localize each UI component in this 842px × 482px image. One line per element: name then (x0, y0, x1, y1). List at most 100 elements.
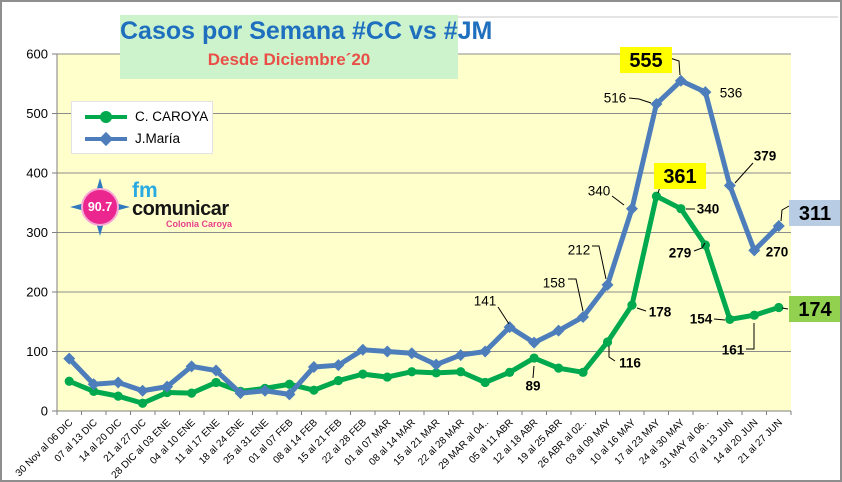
legend-label-caroya: C. CAROYA (135, 109, 209, 124)
data-point-j-mar-a (430, 358, 443, 371)
data-point-c-caroya (138, 398, 148, 408)
annotation-label: 116 (619, 356, 641, 371)
data-point-j-mar-a (723, 179, 736, 192)
annotation-label: 141 (474, 294, 497, 309)
data-point-j-mar-a (479, 345, 492, 358)
y-axis-label: 600 (26, 47, 48, 62)
data-point-j-mar-a (748, 244, 761, 257)
annotation-leader (734, 162, 754, 184)
legend-line-caroya (85, 110, 127, 123)
logo-brand-text: comunicar (132, 198, 229, 220)
annotation-label: 555 (629, 50, 662, 72)
legend-line-jmaria (85, 131, 127, 146)
annotation-label: 212 (568, 243, 591, 258)
annotation-label: 279 (669, 246, 692, 261)
data-point-j-mar-a (234, 387, 247, 400)
data-point-c-caroya (211, 377, 221, 388)
data-point-c-caroya (627, 300, 637, 310)
annotation-highlight (789, 200, 840, 226)
data-point-j-mar-a (503, 321, 516, 334)
legend: C. CAROYA J.María (71, 101, 213, 154)
data-point-c-caroya (333, 376, 343, 386)
data-point-c-caroya (358, 369, 368, 379)
data-point-j-mar-a (356, 343, 369, 356)
data-point-c-caroya (456, 367, 466, 377)
y-axis-label: 500 (26, 106, 48, 121)
annotation-label: 270 (766, 245, 789, 260)
data-point-c-caroya (725, 314, 735, 324)
annotation-label: 340 (697, 202, 720, 217)
annotation-leader (532, 365, 535, 379)
logo-city-text: Colonia Caroya (165, 219, 232, 229)
annotation-label: 161 (722, 343, 745, 358)
legend-label-jmaria: J.María (135, 131, 181, 146)
annotation-leader (608, 346, 616, 362)
data-point-j-mar-a (577, 310, 590, 323)
annotation-leader (669, 57, 681, 76)
data-point-j-mar-a (258, 384, 271, 397)
data-point-j-mar-a (650, 97, 663, 110)
legend-item-caroya: C. CAROYA (85, 109, 212, 124)
data-point-j-mar-a (136, 384, 149, 397)
data-point-j-mar-a (601, 278, 614, 291)
data-point-c-caroya (529, 353, 539, 363)
annotation-label: 516 (604, 91, 627, 106)
logo-wordmark: fm comunicar Colonia Caroya (132, 179, 232, 229)
data-point-c-caroya (186, 388, 197, 398)
data-point-j-mar-a (283, 388, 296, 401)
annotation-leader (636, 307, 647, 312)
data-point-j-mar-a (185, 360, 198, 373)
annotation-leader (497, 306, 510, 325)
annotation-leader (780, 205, 790, 222)
annotation-label: 379 (754, 149, 777, 164)
data-point-j-mar-a (332, 359, 345, 372)
annotation-leader (693, 242, 706, 252)
data-point-j-mar-a (381, 345, 394, 358)
data-point-j-mar-a (405, 347, 418, 360)
circle-marker-icon (100, 110, 112, 123)
chart-title-block: Casos por Semana #CC vs #JM Desde Diciem… (120, 15, 493, 79)
annotation-leader (628, 97, 652, 104)
annotation-label: 89 (525, 379, 540, 394)
data-point-j-mar-a (699, 86, 712, 99)
data-point-c-caroya (89, 386, 99, 396)
data-point-c-caroya (407, 367, 417, 377)
annotation-label: 174 (798, 299, 832, 321)
annotation-label: 361 (663, 166, 696, 188)
annotation-highlight (654, 163, 706, 189)
data-point-c-caroya (676, 204, 686, 214)
annotation-leader (713, 318, 726, 321)
series-line-j-mar-a (67, 78, 781, 397)
data-point-c-caroya (602, 337, 613, 347)
data-point-j-mar-a (674, 74, 687, 87)
logo-fm-text: fm (132, 179, 158, 202)
data-point-j-mar-a (210, 364, 223, 377)
data-point-j-mar-a (112, 376, 125, 389)
data-point-c-caroya (578, 367, 588, 377)
annotation-highlight (620, 47, 672, 73)
data-point-j-mar-a (528, 336, 541, 349)
data-point-c-caroya (774, 302, 784, 313)
frequency-badge: 90.7 (81, 188, 119, 226)
data-point-c-caroya (651, 191, 662, 201)
chart-subtitle: Desde Diciembre´20 (207, 50, 371, 69)
annotation-leader (611, 195, 625, 206)
y-axis-label: 400 (26, 166, 48, 181)
data-point-c-caroya (480, 377, 490, 388)
data-point-j-mar-a (307, 360, 320, 373)
data-point-c-caroya (505, 367, 515, 377)
y-axis-label: 200 (26, 285, 48, 300)
annotation-highlight (789, 296, 840, 322)
annotation-leader (746, 323, 755, 350)
data-point-j-mar-a (161, 380, 174, 393)
data-point-c-caroya (113, 391, 123, 401)
annotation-leader (568, 278, 584, 312)
annotation-label: 154 (690, 312, 713, 327)
chart-title: Casos por Semana #CC vs #JM (120, 17, 493, 45)
annotation-label: 536 (720, 86, 743, 101)
data-point-j-mar-a (454, 349, 467, 362)
annotation-label: 311 (799, 203, 831, 225)
data-point-j-mar-a (87, 378, 100, 391)
annotation-label: 158 (543, 276, 566, 291)
